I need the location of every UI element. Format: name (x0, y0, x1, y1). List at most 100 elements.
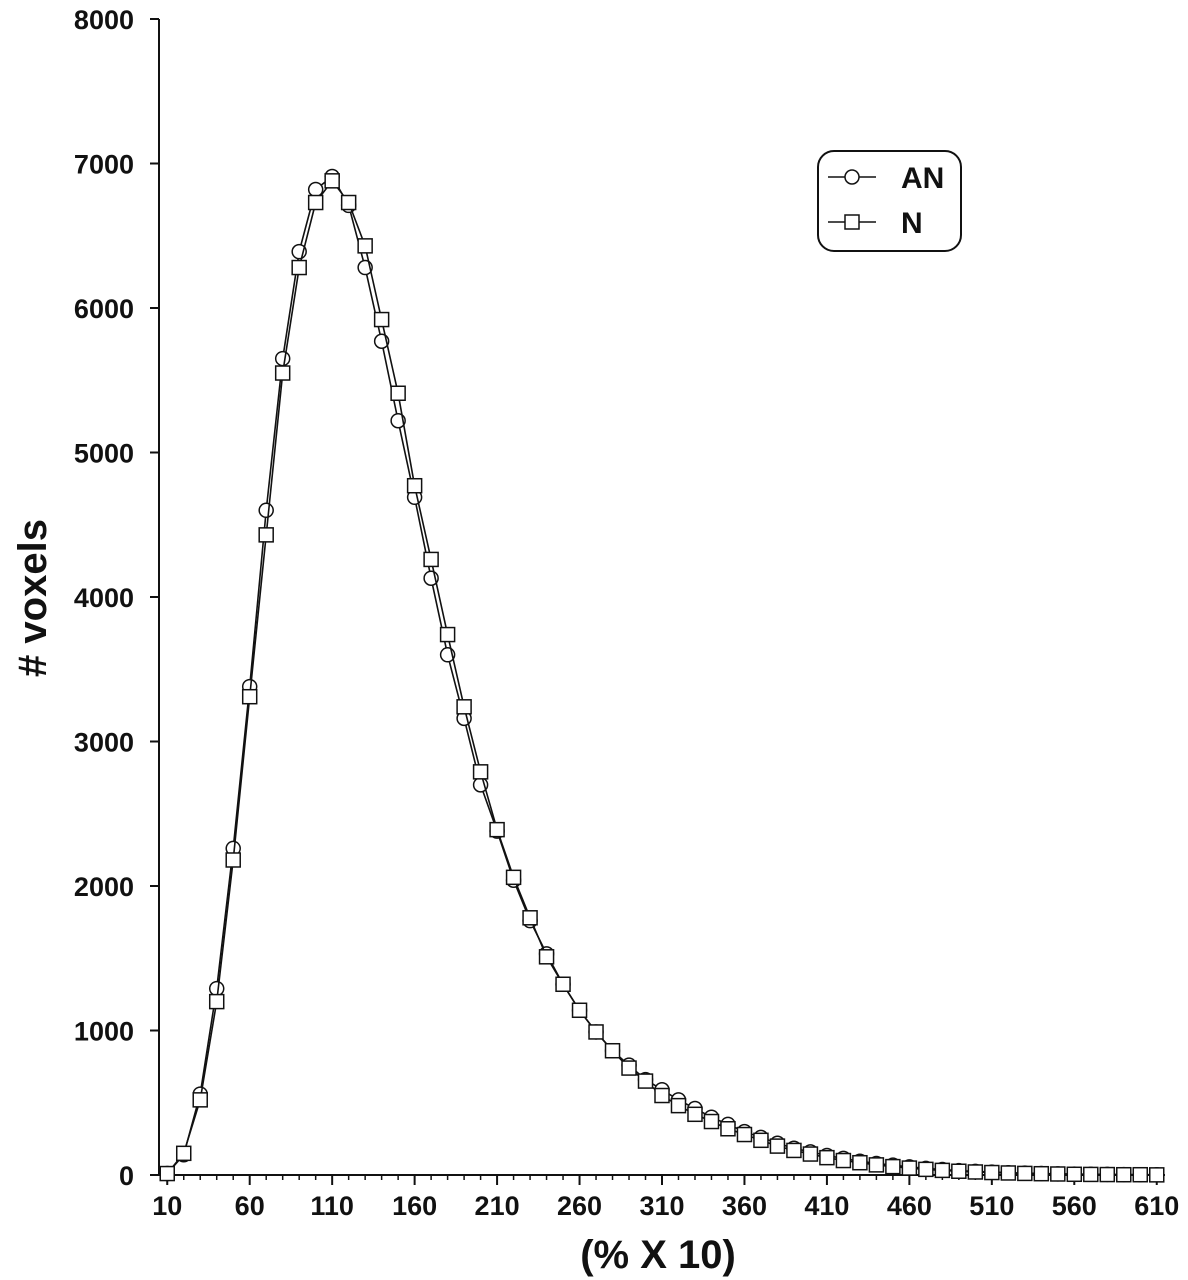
series-n-point (1149, 1167, 1165, 1183)
series-n-point (571, 1002, 588, 1019)
y-tick-label: 3000 (74, 728, 134, 758)
y-ticks: 0 1000 2000 3000 4000 5000 6000 7000 8000 (74, 5, 159, 1191)
x-tick-label: 60 (235, 1191, 265, 1221)
x-ticks: 10 60 110 160 210 260 310 360 410 460 510 560 610 (152, 1175, 1179, 1221)
series-n-point (934, 1162, 951, 1179)
series-n-point (720, 1121, 736, 1137)
series-n-point (208, 993, 225, 1010)
series-n-point (555, 976, 571, 993)
series-n-point (637, 1073, 654, 1089)
series-n-point (769, 1138, 786, 1154)
x-tick-label: 410 (804, 1191, 849, 1221)
x-tick-label: 560 (1052, 1191, 1097, 1221)
x-axis-title: (% X 10) (580, 1233, 736, 1277)
legend-n-marker (844, 214, 860, 230)
series-n-point (901, 1160, 918, 1176)
y-tick-label: 5000 (74, 439, 134, 469)
series-n-point (1050, 1166, 1066, 1182)
series-n-point (423, 551, 439, 568)
series-n-point (175, 1145, 192, 1162)
series-n-point (786, 1142, 802, 1159)
series-n-point (918, 1161, 934, 1178)
y-tick-label: 2000 (74, 872, 134, 902)
y-tick-label: 8000 (74, 5, 134, 35)
series-n-point (274, 365, 291, 381)
series-n-point (670, 1097, 687, 1114)
series-n-point (225, 852, 241, 868)
legend-an-marker (844, 169, 860, 185)
series-n-point (406, 477, 423, 494)
series-n-point (621, 1060, 637, 1076)
series-n-point (373, 311, 390, 328)
series-n-point (1066, 1166, 1083, 1183)
series-an-line (166, 175, 1157, 1176)
series-n-point (538, 949, 555, 965)
x-tick-label: 110 (310, 1191, 354, 1221)
series-n-point (456, 699, 472, 715)
series-n-point (802, 1146, 819, 1162)
series-n-point (654, 1087, 670, 1104)
series-layer (159, 168, 1165, 1183)
y-tick-label: 1000 (74, 1017, 134, 1047)
series-n-line (166, 179, 1157, 1176)
series-n-point (390, 385, 406, 402)
series-n-point (687, 1106, 703, 1123)
series-n-point (1099, 1166, 1116, 1183)
y-tick-label: 7000 (74, 150, 134, 180)
series-n-point (241, 688, 258, 705)
series-n-point (588, 1024, 604, 1040)
series-n-point (753, 1132, 769, 1149)
x-tick-label: 260 (557, 1191, 602, 1221)
series-n-point (604, 1042, 621, 1059)
series-n-point (703, 1113, 720, 1130)
series-n (159, 173, 1165, 1183)
legend-n-label: N (901, 207, 923, 240)
series-n-point (324, 173, 340, 189)
series-an (159, 168, 1165, 1183)
x-tick-label: 210 (475, 1191, 520, 1221)
series-an-point (208, 980, 225, 997)
series-n-point (357, 238, 373, 254)
series-n-point (1083, 1166, 1099, 1183)
series-n-point (736, 1126, 753, 1143)
series-n-point (159, 1165, 175, 1182)
series-n-point (868, 1157, 885, 1173)
series-n-point (1116, 1166, 1132, 1183)
series-an-point (307, 181, 324, 198)
series-n-point (1000, 1165, 1017, 1181)
series-n-point (1033, 1165, 1050, 1182)
x-tick-label: 360 (722, 1191, 767, 1221)
x-tick-label: 160 (392, 1191, 437, 1221)
series-n-point (951, 1163, 967, 1179)
series-n-point (340, 194, 357, 211)
x-tick-label: 310 (639, 1191, 684, 1221)
series-n-point (505, 869, 522, 886)
series-n-point (439, 626, 456, 643)
series-n-point (1132, 1166, 1149, 1183)
series-n-point (819, 1149, 835, 1166)
series-n-point (984, 1164, 1000, 1181)
series-n-point (472, 764, 489, 780)
x-tick-label: 510 (969, 1191, 1014, 1221)
series-n-point (192, 1092, 208, 1108)
y-tick-label: 4000 (74, 583, 134, 613)
y-axis-title: # voxels (11, 519, 55, 677)
y-tick-label: 0 (119, 1161, 134, 1191)
x-tick-label: 460 (887, 1191, 932, 1221)
legend: AN N (817, 150, 962, 252)
series-n-point (489, 821, 505, 838)
series-n-point (1017, 1165, 1033, 1182)
x-tick-label: 610 (1134, 1191, 1179, 1221)
series-n-point (522, 910, 538, 926)
series-n-point (307, 194, 324, 211)
series-n-point (258, 527, 274, 543)
legend-an-label: AN (901, 162, 944, 195)
series-n-point (885, 1158, 901, 1175)
series-n-point (852, 1154, 868, 1171)
x-tick-label: 10 (152, 1191, 182, 1221)
y-tick-label: 6000 (74, 294, 134, 324)
series-n-point (291, 259, 307, 276)
series-n-point (835, 1152, 852, 1169)
series-an-point (274, 350, 291, 367)
